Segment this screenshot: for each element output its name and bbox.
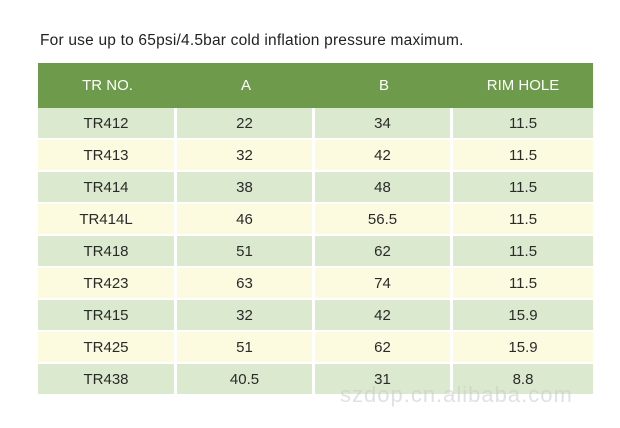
table-cell: 42 xyxy=(315,140,453,172)
table-cell: 40.5 xyxy=(177,364,315,396)
table-cell: 22 xyxy=(177,108,315,140)
table-cell: 62 xyxy=(315,236,453,268)
header-cell: B xyxy=(315,63,453,108)
table-cell: 11.5 xyxy=(453,204,593,236)
table-cell: TR438 xyxy=(38,364,177,396)
table-cell: 51 xyxy=(177,332,315,364)
note: For use up to 65psi/4.5bar cold inflatio… xyxy=(40,32,464,49)
table-cell: 8.8 xyxy=(453,364,593,396)
header-cell: A xyxy=(177,63,315,108)
table-cell: 15.9 xyxy=(453,332,593,364)
table-cell: TR425 xyxy=(38,332,177,364)
table-cell: 11.5 xyxy=(453,108,593,140)
table-cell: 74 xyxy=(315,268,453,300)
table-cell: TR414L xyxy=(38,204,177,236)
table-cell: 38 xyxy=(177,172,315,204)
table-cell: TR423 xyxy=(38,268,177,300)
table: TR NO. A B RIM HOLE TR412 22 34 11.5 TR413 32 42 11… xyxy=(38,63,593,396)
table-cell: TR418 xyxy=(38,236,177,268)
table-cell: 15.9 xyxy=(453,300,593,332)
table-cell: 51 xyxy=(177,236,315,268)
table-cell: 46 xyxy=(177,204,315,236)
table-cell: 31 xyxy=(315,364,453,396)
header-cell: TR NO. xyxy=(38,63,177,108)
table-cell: 62 xyxy=(315,332,453,364)
table-cell: 34 xyxy=(315,108,453,140)
table-cell: 32 xyxy=(177,300,315,332)
table-cell: TR414 xyxy=(38,172,177,204)
table-cell: TR413 xyxy=(38,140,177,172)
table-cell: 42 xyxy=(315,300,453,332)
table-cell: 11.5 xyxy=(453,140,593,172)
table-cell: 56.5 xyxy=(315,204,453,236)
header-cell: RIM HOLE xyxy=(453,63,593,108)
table-cell: TR412 xyxy=(38,108,177,140)
table-cell: 32 xyxy=(177,140,315,172)
watermark: szdop.cn.alibaba.com xyxy=(340,382,573,407)
table-cell: 48 xyxy=(315,172,453,204)
table-cell: 11.5 xyxy=(453,172,593,204)
table-cell: TR415 xyxy=(38,300,177,332)
table-cell: 11.5 xyxy=(453,268,593,300)
table-cell: 11.5 xyxy=(453,236,593,268)
table-cell: 63 xyxy=(177,268,315,300)
